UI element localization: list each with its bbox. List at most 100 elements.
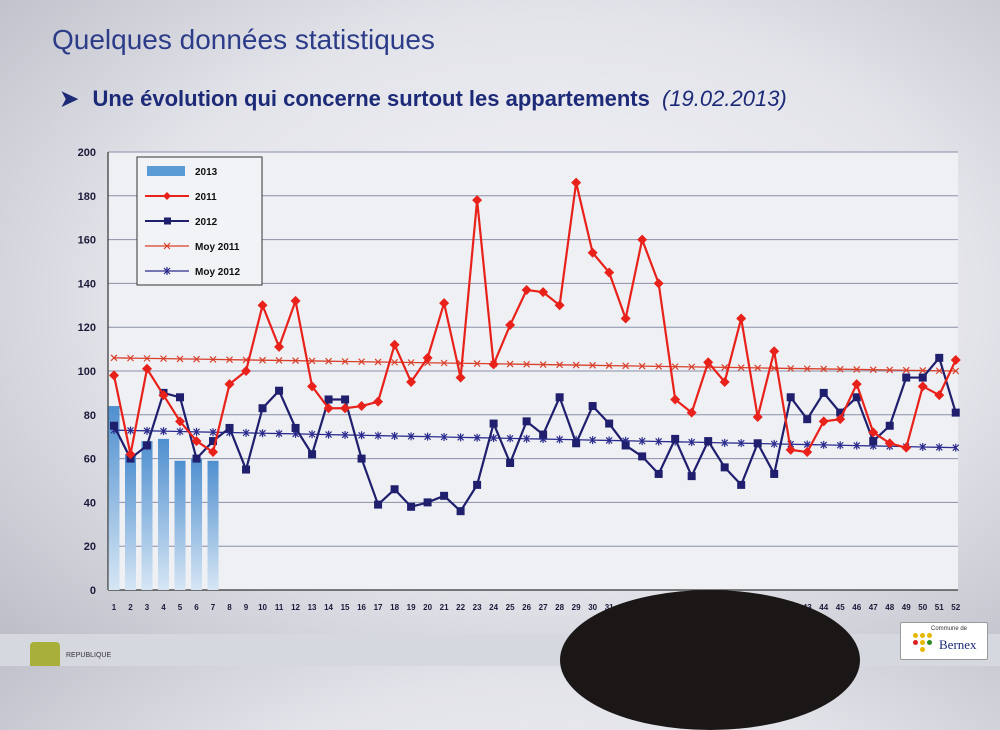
- bar-2013: [191, 458, 203, 590]
- moy-2012-point: [391, 431, 399, 440]
- series-2012-point: [225, 423, 234, 432]
- series-2012-point: [192, 454, 201, 463]
- moy-2011-point: [638, 362, 646, 370]
- moy-2012-point: [935, 443, 943, 452]
- subtitle-text: Une évolution qui concerne surtout les a…: [92, 86, 650, 111]
- legend-marker-2011: [163, 192, 171, 200]
- bar-2013: [158, 438, 170, 590]
- bar-2013: [125, 454, 137, 590]
- x-tick-label: 8: [227, 603, 232, 612]
- series-2011-point: [389, 339, 400, 350]
- arrow-right-icon: ➤: [60, 86, 79, 111]
- y-tick-label: 100: [78, 366, 96, 378]
- moy-2011-point: [110, 354, 118, 362]
- moy-2012-point: [919, 442, 927, 451]
- series-2012-point: [770, 469, 779, 478]
- moy-2012-line: [113, 429, 956, 449]
- series-2011-point: [637, 234, 648, 245]
- x-tick-label: 15: [341, 603, 350, 612]
- moy-2011-point: [308, 357, 316, 365]
- legend-label: 2012: [195, 217, 218, 228]
- y-tick-label: 20: [84, 541, 96, 553]
- series-2011-point: [703, 357, 714, 368]
- legend-label: 2011: [195, 192, 217, 203]
- moy-2012-point: [589, 436, 597, 445]
- series-2011-point: [538, 287, 549, 298]
- moy-2012-point: [605, 436, 613, 445]
- series-2012-point: [654, 469, 663, 478]
- x-tick-label: 52: [951, 603, 960, 612]
- series-2012-point: [852, 393, 861, 402]
- series-2012-point: [506, 458, 515, 467]
- y-tick-label: 40: [84, 497, 96, 509]
- moy-2011-point: [374, 358, 382, 366]
- moy-2012-point: [160, 427, 167, 436]
- moy-2012-point: [358, 431, 365, 440]
- x-tick-label: 44: [819, 603, 828, 612]
- series-2012-point: [720, 463, 729, 472]
- moy-2011-point: [407, 359, 415, 366]
- series-2011-point: [769, 346, 780, 357]
- moy-2011-line: [113, 357, 956, 372]
- moy-2012-point: [440, 433, 448, 442]
- series-2011-point: [653, 278, 664, 289]
- moy-2012-point: [836, 441, 844, 450]
- series-2012-point: [423, 498, 432, 507]
- series-2011-point: [851, 379, 862, 390]
- x-tick-label: 17: [374, 603, 383, 612]
- series-2011-point: [422, 352, 433, 363]
- moy-2011-point: [853, 366, 861, 373]
- series-2011-point: [587, 247, 598, 258]
- series-2011-point: [505, 320, 516, 331]
- series-2011-point: [736, 313, 747, 324]
- series-2012-point: [440, 491, 449, 500]
- moy-2011-point: [886, 366, 894, 374]
- moy-2011-point: [325, 357, 332, 365]
- series-2011-point: [785, 444, 796, 455]
- series-2012-point: [803, 415, 812, 424]
- series-2011-point: [175, 416, 186, 427]
- series-2012-point: [753, 439, 762, 448]
- moy-2012-point: [490, 434, 498, 443]
- series-2012-point: [902, 373, 911, 382]
- moy-2012-point: [341, 430, 349, 439]
- x-tick-label: 1: [112, 603, 117, 612]
- moy-2011-point: [275, 357, 283, 364]
- moy-2012-point: [457, 433, 465, 442]
- footer-text: REPUBLIQUE: [66, 652, 112, 659]
- series-2012-point: [473, 480, 482, 489]
- moy-2011-point: [556, 361, 564, 369]
- bar-2013: [141, 441, 153, 590]
- moy-2011-point: [127, 354, 134, 362]
- moy-2012-point: [143, 426, 151, 435]
- moy-2011-point: [226, 356, 233, 364]
- x-tick-label: 48: [885, 603, 894, 612]
- moy-2012-point: [853, 441, 861, 450]
- y-tick-label: 200: [78, 147, 96, 159]
- x-tick-label: 25: [506, 603, 515, 612]
- moy-2011-point: [688, 363, 696, 371]
- x-tick-label: 18: [390, 603, 399, 612]
- logo-dots-icon: [913, 633, 935, 653]
- series-2011-point: [554, 300, 565, 311]
- moy-2011-point: [292, 357, 299, 365]
- series-2011-point: [719, 376, 730, 387]
- x-tick-label: 45: [836, 603, 845, 612]
- moy-2012-point: [737, 439, 745, 448]
- series-2011-point: [373, 396, 384, 407]
- x-tick-label: 51: [935, 603, 944, 612]
- x-tick-label: 4: [161, 603, 166, 612]
- bar-2013: [174, 460, 186, 590]
- series-2012-point: [539, 430, 548, 439]
- moy-2012-point: [193, 427, 200, 436]
- series-2012-point: [869, 437, 878, 446]
- x-tick-label: 30: [588, 603, 597, 612]
- moy-2012-point: [721, 438, 729, 447]
- legend-label: 2013: [195, 167, 218, 178]
- series-2011-point: [604, 267, 615, 278]
- x-tick-label: 29: [572, 603, 581, 612]
- x-tick-label: 5: [178, 603, 183, 612]
- moy-2012-point: [374, 431, 382, 440]
- series-2012-point: [407, 502, 416, 511]
- x-tick-label: 9: [244, 603, 249, 612]
